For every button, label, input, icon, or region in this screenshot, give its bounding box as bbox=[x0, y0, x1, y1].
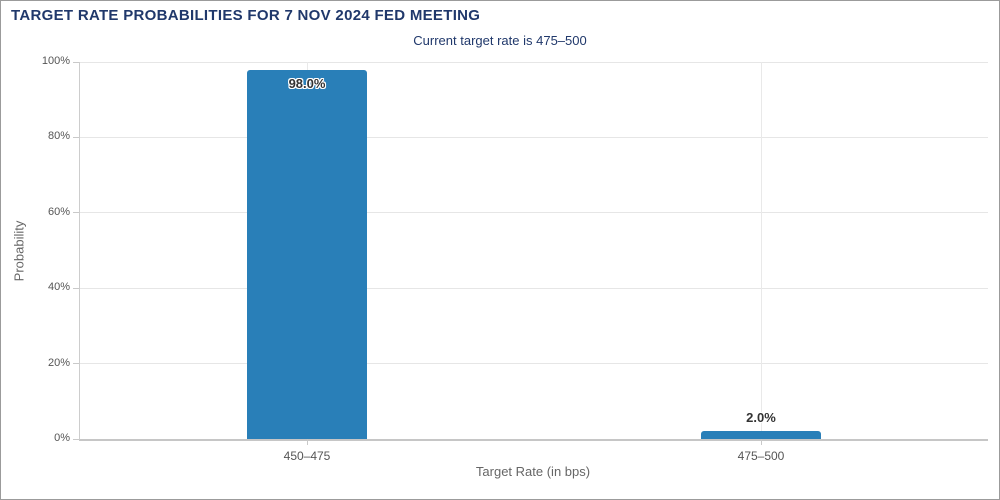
y-axis-title: Probability bbox=[11, 220, 27, 282]
y-tick-label: 100% bbox=[41, 55, 70, 67]
x-tick-mark bbox=[760, 439, 762, 445]
x-axis-title: Target Rate (in bps) bbox=[475, 464, 591, 479]
plot-area: 0% 20% 40% 60% 80% 100% 98.0% 450–475 2.0% 475–50… bbox=[42, 55, 988, 463]
y-tick-mark bbox=[73, 363, 79, 365]
x-tick-mark bbox=[306, 439, 308, 445]
y-tick-mark bbox=[73, 287, 79, 289]
chart-title: TARGET RATE PROBABILITIES FOR 7 NOV 2024… bbox=[11, 7, 481, 24]
y-gridline bbox=[80, 61, 988, 63]
y-tick-label: 60% bbox=[47, 205, 70, 218]
x-gridline bbox=[760, 62, 762, 439]
bar-value-label: 98.0% bbox=[288, 75, 326, 91]
y-tick-mark bbox=[73, 438, 79, 440]
bar-475–500[interactable] bbox=[701, 431, 821, 439]
x-category-label: 450–475 bbox=[283, 449, 331, 463]
y-gridline bbox=[80, 136, 988, 138]
bar-value-label: 2.0% bbox=[746, 410, 776, 426]
y-gridline bbox=[80, 363, 988, 365]
x-category-label: 475–500 bbox=[737, 449, 785, 463]
y-tick-label: 0% bbox=[54, 432, 70, 444]
y-tick-mark bbox=[73, 136, 79, 138]
bar-450–475[interactable] bbox=[247, 69, 367, 439]
y-tick-label: 20% bbox=[47, 356, 70, 369]
y-tick-label: 40% bbox=[47, 281, 70, 294]
y-tick-mark bbox=[73, 212, 79, 214]
y-gridline bbox=[80, 212, 988, 214]
y-tick-label: 80% bbox=[47, 130, 70, 143]
y-gridline bbox=[80, 287, 988, 289]
y-tick-mark bbox=[73, 61, 79, 63]
chart-subtitle: Current target rate is 475–500 bbox=[413, 33, 587, 48]
